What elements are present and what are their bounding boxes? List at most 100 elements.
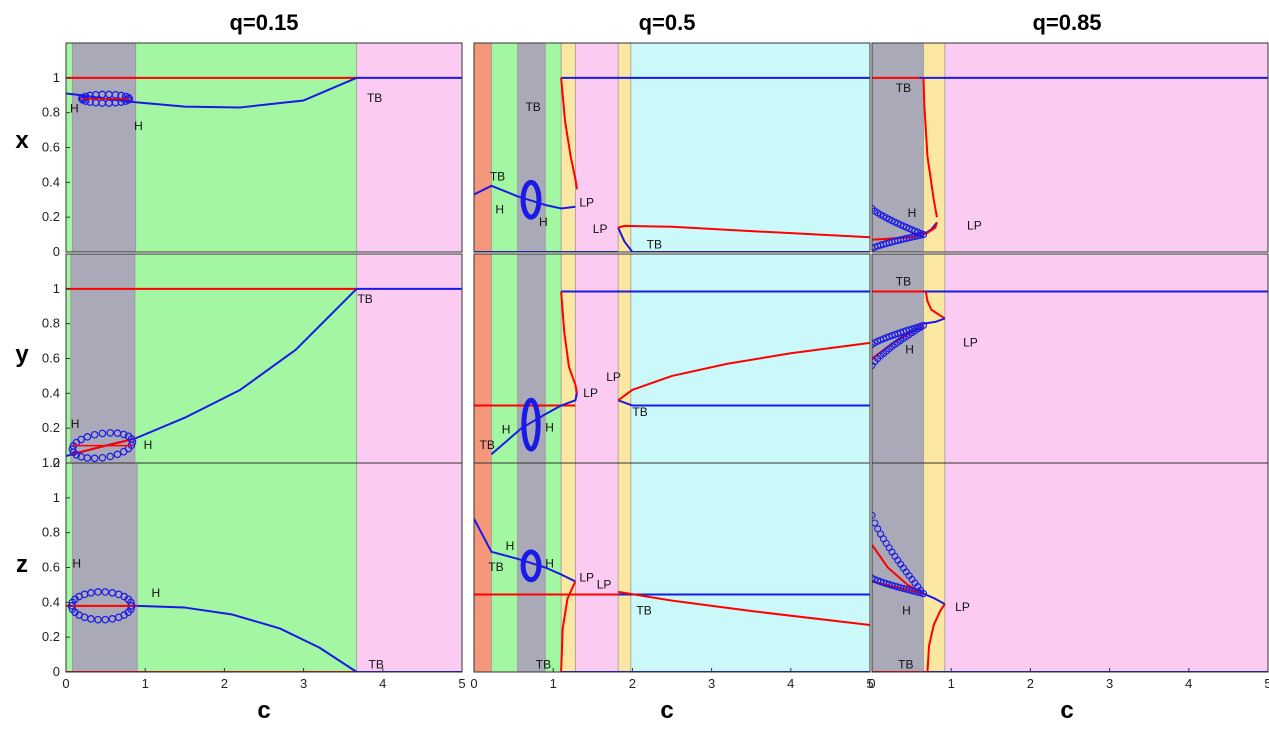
- annotation-h-1: H: [502, 422, 511, 436]
- ytick-label-4: 0.8: [42, 525, 60, 540]
- branch-red-4: [617, 590, 870, 626]
- ytick-label-6: 1.2: [42, 455, 60, 470]
- tongue-top-2: [874, 525, 882, 533]
- tongue-bottom-0: [872, 361, 876, 370]
- region-green-2: [134, 254, 357, 463]
- annotation-tb-0: TB: [896, 274, 911, 288]
- region-gray-0: [872, 463, 924, 672]
- annotation-lp-5: LP: [593, 222, 608, 236]
- region-green-1: [491, 463, 518, 672]
- xtick-label-2: 2: [629, 676, 636, 691]
- branch-red-3: [922, 77, 938, 218]
- xlabel-col3: c: [1060, 697, 1073, 724]
- tongue-bottom-0: [872, 244, 876, 252]
- annotation-tb-6: TB: [536, 658, 551, 672]
- annotation-tb-6: TB: [647, 238, 662, 252]
- cycle-ring-0-7: [91, 98, 100, 107]
- cycle-ring-0-19: [94, 588, 102, 596]
- ytick-label-4: 0.8: [42, 316, 60, 331]
- xtick-label-3: 3: [1106, 676, 1113, 691]
- region-yellow-1: [923, 463, 945, 672]
- xtick-label-4: 4: [379, 676, 386, 691]
- xtick-label-2: 2: [1027, 676, 1034, 691]
- annotation-tb-0: TB: [490, 170, 505, 184]
- annotation-tb-0: TB: [480, 438, 495, 452]
- column-title-q085: q=0.85: [1032, 10, 1101, 35]
- panel-3-3: H LP TB 0 1 2 3 4 5: [868, 462, 1269, 691]
- region-pink-5: [575, 43, 619, 252]
- panel-1-1: H H TB 0 0.2 0.4 0.6 0.8 1: [42, 42, 463, 259]
- xtick-label-3: 3: [708, 676, 715, 691]
- branch-red-4: [617, 224, 870, 239]
- ytick-label-5: 1: [53, 490, 60, 505]
- region-pink-2: [944, 43, 1268, 252]
- column-title-q05: q=0.5: [639, 10, 696, 35]
- annotation-lp-3: LP: [583, 386, 598, 400]
- ytick-label-0: 0: [53, 244, 60, 259]
- annotation-lp-1: LP: [955, 600, 970, 614]
- ytick-label-3: 0.6: [42, 351, 60, 366]
- xtick-label-0: 0: [868, 676, 875, 691]
- region-yellow-1: [923, 43, 945, 252]
- region-yellow-6: [618, 254, 631, 463]
- branch-blue-3: [923, 592, 946, 605]
- region-yellow-1: [923, 254, 945, 463]
- annotation-h-1: H: [134, 119, 143, 133]
- panel-2-1: H H TB 0 0.2 0.4 0.6 0.8 1: [42, 253, 463, 470]
- xtick-label-0: 0: [62, 676, 69, 691]
- annotation-tb-2: TB: [898, 658, 913, 672]
- region-gray-1: [72, 463, 138, 672]
- limit-cycle-0: [520, 179, 542, 220]
- region-pink-3: [356, 463, 462, 672]
- annotation-h-1: H: [152, 586, 161, 600]
- ytick-label-5: 1: [53, 70, 60, 85]
- cycle-ring-0-17: [90, 430, 99, 439]
- tongue-bottom-18: [919, 590, 928, 598]
- annotation-h-0: H: [71, 417, 80, 431]
- xtick-label-4: 4: [1185, 676, 1192, 691]
- region-green-3: [545, 254, 562, 463]
- ytick-label-5: 1: [53, 281, 60, 296]
- annotation-lp-3: LP: [579, 570, 594, 584]
- cycle-ring-0-5: [106, 452, 115, 461]
- plot-area: TB H LP: [872, 274, 1268, 370]
- region-pink-5: [575, 463, 619, 672]
- cycle-ring-0-18: [111, 90, 120, 99]
- annotation-h-1: H: [545, 557, 554, 571]
- branch-red-2: [560, 77, 578, 190]
- cycle-ring-0-7: [94, 615, 102, 624]
- region-green-1: [491, 43, 518, 252]
- region-green-1: [491, 254, 518, 463]
- region-pink-2: [944, 254, 1268, 463]
- ytick-label-2: 0.4: [42, 174, 60, 189]
- ytick-label-3: 0.6: [42, 560, 60, 575]
- panel-1-2: TB H H TB LP LP TB: [473, 42, 871, 253]
- cycle-ring-0-4: [113, 450, 122, 459]
- region-orange-0: [474, 43, 492, 252]
- xtick-label-3: 3: [300, 676, 307, 691]
- cycle-ring-0-15: [77, 435, 85, 444]
- plot-area: TB H H TB LP LP TB: [474, 76, 870, 252]
- annotation-h-2: H: [545, 421, 554, 435]
- tongue-bottom-18: [919, 321, 928, 329]
- ytick-label-0: 0: [53, 664, 60, 679]
- row-label-y: y: [15, 341, 29, 368]
- branch-blue-3: [923, 317, 946, 325]
- annotation-tb-2: TB: [369, 658, 384, 672]
- panel-frame: [473, 462, 871, 673]
- branch-blue-3: [490, 393, 578, 456]
- branch-red-2: [924, 291, 946, 320]
- cycle-ring-0-5: [108, 615, 117, 623]
- annotation-tb-5: TB: [636, 604, 651, 618]
- xtick-label-0: 0: [470, 676, 477, 691]
- tongue-bottom-17: [917, 231, 925, 239]
- annotation-h-1: H: [905, 342, 914, 356]
- annotation-tb-2: TB: [367, 91, 382, 105]
- annotation-lp-4: LP: [597, 577, 612, 591]
- xtick-label-5: 5: [866, 676, 873, 691]
- tongue-top-0: [872, 341, 876, 349]
- annotation-tb-3: TB: [525, 100, 540, 114]
- annotation-lp-2: LP: [963, 335, 978, 349]
- region-orange-0: [474, 254, 492, 463]
